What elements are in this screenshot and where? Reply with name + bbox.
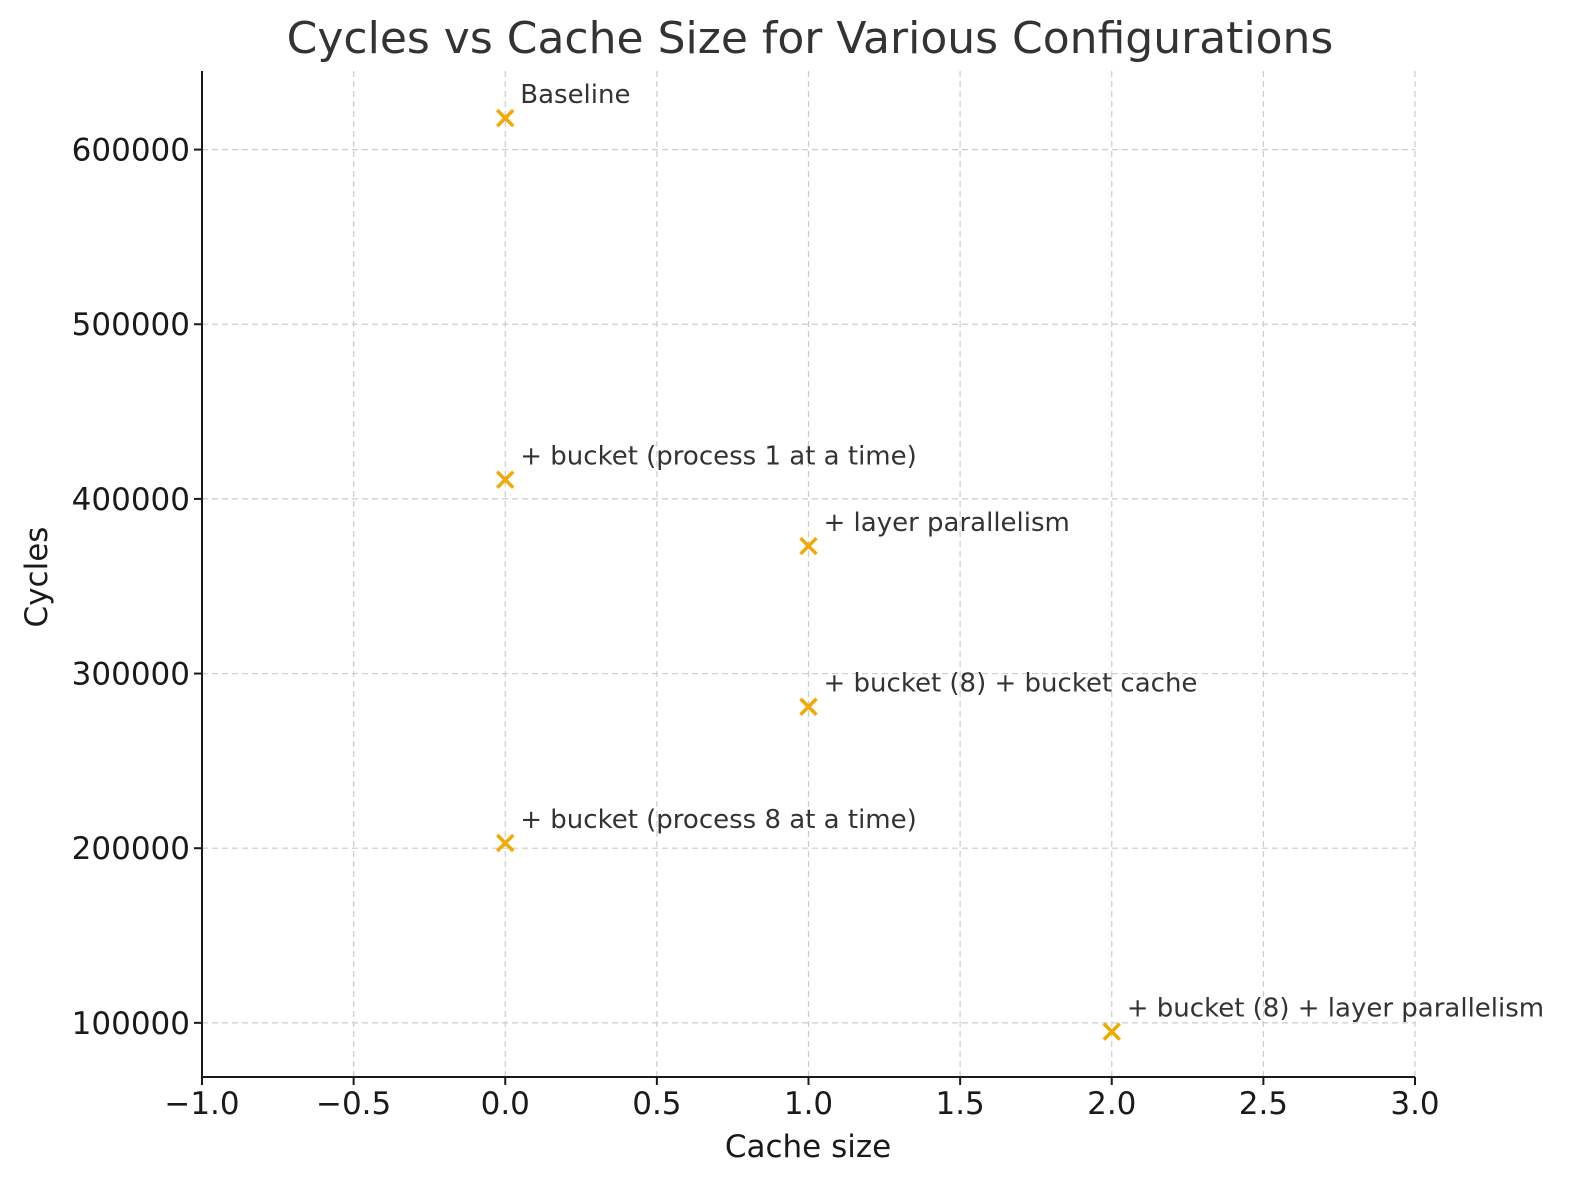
- y-tick-label: 500000: [72, 307, 190, 343]
- data-point: + bucket (8) + layer parallelism: [1102, 994, 1544, 1041]
- x-tick-label: −1.0: [164, 1086, 239, 1122]
- x-ticks: −1.0 −0.5 0.0 0.5 1.0 1.5 2.0 2.5 3.0: [164, 1077, 1440, 1122]
- x-tick-label: 2.5: [1239, 1086, 1288, 1122]
- x-marker: [1102, 1022, 1121, 1041]
- point-annotation: + bucket (8) + bucket cache: [824, 669, 1198, 699]
- y-tick-label: 300000: [72, 657, 190, 693]
- x-tick-label: 3.0: [1390, 1086, 1439, 1122]
- x-tick-label: 2.0: [1087, 1086, 1136, 1122]
- y-tick-label: 100000: [72, 1006, 190, 1042]
- point-annotation: + bucket (process 8 at a time): [520, 805, 917, 835]
- x-tick-label: 0.0: [481, 1086, 530, 1122]
- chart-title: Cycles vs Cache Size for Various Configu…: [287, 13, 1334, 64]
- x-tick-label: 1.5: [935, 1086, 984, 1122]
- y-tick-label: 400000: [72, 482, 190, 518]
- y-ticks: 100000 200000 300000 400000 500000 600000: [72, 133, 202, 1042]
- x-marker: [496, 470, 515, 489]
- point-annotation: Baseline: [520, 80, 630, 110]
- y-tick-label: 200000: [72, 831, 190, 867]
- x-marker: [799, 697, 818, 716]
- x-tick-label: 0.5: [632, 1086, 681, 1122]
- point-annotation: + layer parallelism: [824, 508, 1070, 538]
- data-point: + bucket (8) + bucket cache: [799, 669, 1198, 716]
- point-annotation: + bucket (process 1 at a time): [520, 442, 917, 472]
- x-tick-label: 1.0: [784, 1086, 833, 1122]
- data-point: + layer parallelism: [799, 508, 1070, 556]
- data-point: + bucket (process 1 at a time): [496, 442, 917, 489]
- y-tick-label: 600000: [72, 133, 190, 169]
- point-annotation: + bucket (8) + layer parallelism: [1127, 994, 1544, 1024]
- y-axis-label: Cycles: [19, 527, 55, 628]
- x-marker: [496, 833, 515, 853]
- data-points: Baseline + bucket (process 1 at a time) + …: [496, 80, 1544, 1041]
- x-marker: [496, 108, 515, 128]
- data-point: + bucket (process 8 at a time): [496, 805, 917, 853]
- x-tick-label: −0.5: [316, 1086, 391, 1122]
- x-axis-label: Cache size: [725, 1129, 891, 1165]
- data-point: Baseline: [496, 80, 630, 128]
- x-marker: [799, 536, 818, 556]
- grid: [202, 71, 1416, 1077]
